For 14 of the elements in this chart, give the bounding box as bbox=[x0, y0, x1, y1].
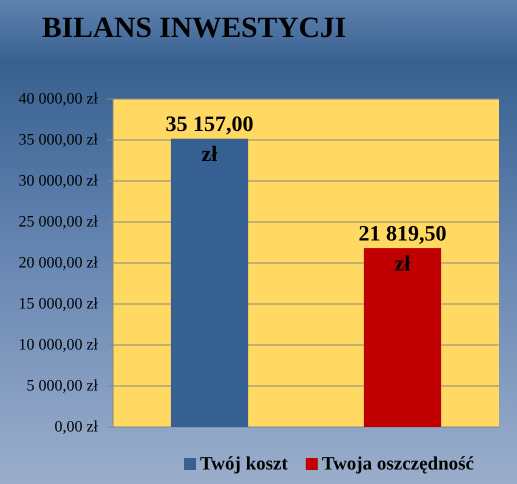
y-tick-label: 0,00 zł bbox=[54, 418, 99, 436]
y-tick-label: 30 000,00 zł bbox=[18, 172, 99, 190]
y-tick-label: 25 000,00 zł bbox=[18, 214, 99, 230]
y-tick-label: 15 000,00 zł bbox=[18, 296, 99, 312]
data-label: 35 157,00 zł bbox=[166, 111, 254, 166]
y-tick-label: 20 000,00 zł bbox=[18, 254, 99, 272]
legend-label: Twoja oszczędność bbox=[322, 454, 474, 474]
y-tick-label: 35 000,00 zł bbox=[18, 132, 99, 148]
data-label: 21 819,50 zł bbox=[358, 220, 446, 276]
legend-label: Twój koszt bbox=[200, 454, 288, 474]
chart-title: BILANS INWESTYCJI bbox=[42, 12, 346, 44]
y-tick-label: 10 000,00 zł bbox=[18, 336, 99, 354]
y-tick-label: 5 000,00 zł bbox=[26, 378, 99, 394]
y-tick-label: 40 000,00 zł bbox=[18, 90, 99, 108]
